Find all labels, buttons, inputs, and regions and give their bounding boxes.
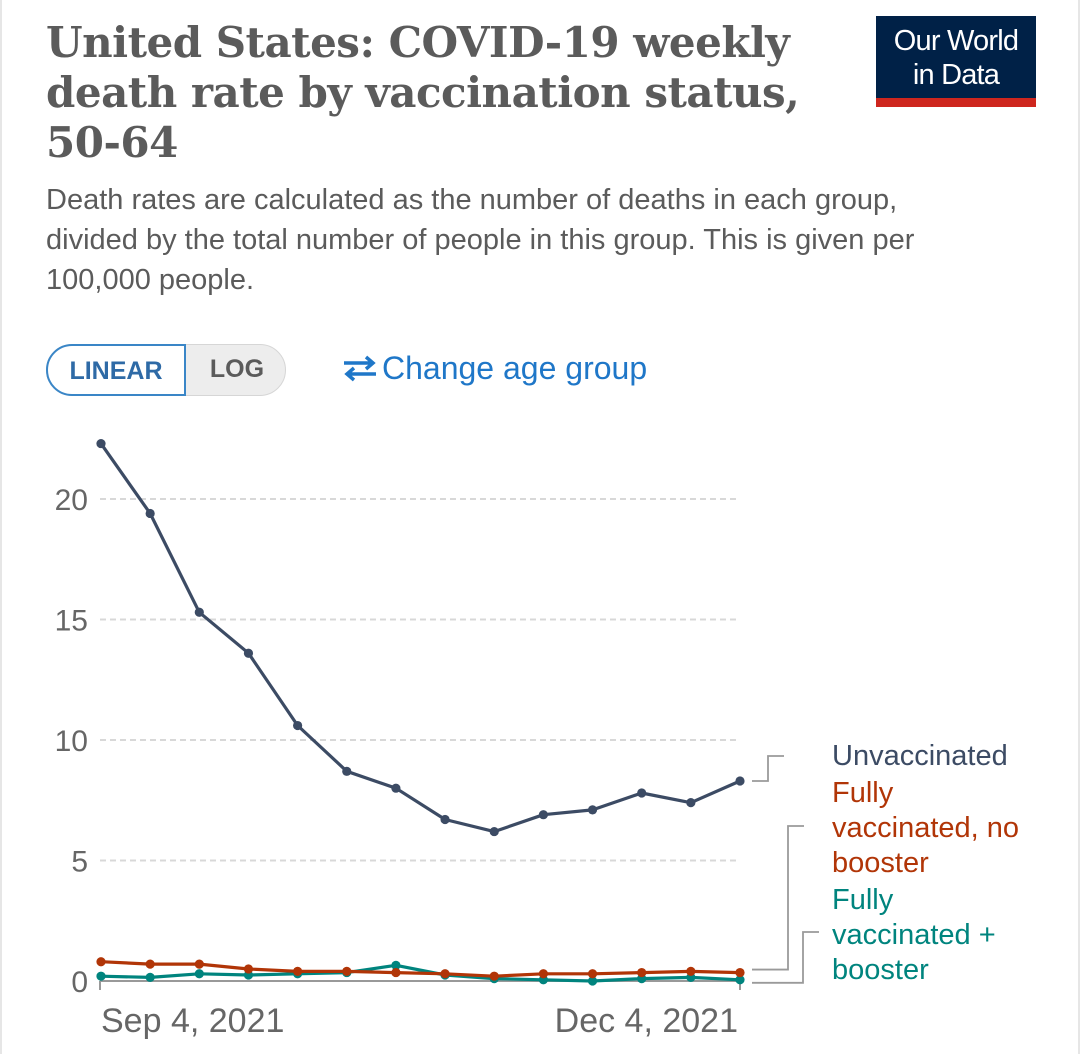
- data-point-no_booster: [686, 966, 696, 976]
- data-point-unvaccinated: [637, 788, 647, 798]
- y-tick-label: 15: [55, 605, 88, 638]
- data-point-unvaccinated: [194, 607, 204, 617]
- data-point-unvaccinated: [686, 798, 696, 808]
- logo-red-bar: [876, 98, 1036, 107]
- change-age-group-label: Change age group: [382, 350, 648, 386]
- legend-connector: [752, 755, 784, 782]
- legend-label-booster: booster: [832, 954, 929, 986]
- data-point-booster: [194, 969, 204, 979]
- data-point-unvaccinated: [538, 810, 548, 820]
- legend-label-booster: vaccinated +: [832, 919, 996, 951]
- y-tick-label: 0: [71, 966, 88, 999]
- data-point-unvaccinated: [440, 814, 450, 825]
- series-line-booster: [99, 963, 742, 983]
- data-point-booster: [391, 960, 401, 970]
- legend-connector: [752, 825, 804, 971]
- axes: 0 5 10 15 20 Sep 4, 2021 Dec 4, 2021: [55, 484, 741, 1040]
- y-tick-label: 5: [71, 846, 88, 879]
- legend-label-no_booster: vaccinated, no: [832, 812, 1019, 844]
- line-chart: 0 5 10 15 20 Sep 4, 2021 Dec 4, 2021 Unvaccina…: [55, 438, 1019, 1040]
- linear-scale-button[interactable]: LINEAR: [46, 344, 186, 396]
- data-point-unvaccinated: [342, 766, 352, 776]
- data-point-no_booster: [538, 969, 548, 979]
- data-point-unvaccinated: [735, 776, 745, 786]
- data-point-booster: [96, 971, 106, 981]
- x-tick-label: Dec 4, 2021: [555, 1002, 738, 1040]
- data-point-booster: [587, 976, 598, 986]
- data-point-no_booster: [145, 959, 155, 969]
- swap-arrows-icon: [344, 355, 376, 382]
- chart-subtitle: Death rates are calculated as the number…: [46, 184, 915, 296]
- logo-line-2: in Data: [912, 59, 1000, 91]
- grid-lines: [100, 498, 740, 862]
- data-point-unvaccinated: [243, 648, 254, 658]
- series-line-unvaccinated: [99, 442, 742, 834]
- legend-label-booster: Fully: [832, 884, 894, 916]
- data-point-no_booster: [342, 966, 352, 976]
- series-line-no_booster: [99, 960, 742, 978]
- data-point-unvaccinated: [391, 783, 401, 793]
- series-lines: [96, 438, 745, 986]
- data-point-unvaccinated: [587, 805, 598, 815]
- data-point-no_booster: [243, 964, 254, 974]
- legend-label-no_booster: booster: [832, 847, 929, 879]
- legend-label-no_booster: Fully: [832, 777, 894, 809]
- data-point-unvaccinated: [96, 438, 106, 449]
- data-point-no_booster: [440, 969, 450, 979]
- log-scale-button[interactable]: LOG: [209, 355, 265, 383]
- chart-title: United States: COVID-19 weekly death rat…: [46, 18, 800, 167]
- scale-toggle: LINEAR LOG: [46, 344, 286, 396]
- y-tick-label: 20: [55, 484, 88, 517]
- data-point-no_booster: [293, 966, 303, 976]
- data-point-no_booster: [391, 967, 401, 978]
- data-point-unvaccinated: [145, 508, 155, 519]
- data-point-no_booster: [489, 971, 499, 981]
- y-tick-label: 10: [55, 725, 88, 758]
- legend-connector: [752, 931, 819, 984]
- data-point-no_booster: [637, 967, 647, 978]
- x-tick-label: Sep 4, 2021: [101, 1002, 284, 1040]
- logo-line-1: Our World: [893, 25, 1019, 57]
- change-age-group-button[interactable]: Change age group: [340, 344, 647, 396]
- data-point-unvaccinated: [489, 826, 499, 837]
- owid-logo[interactable]: Our World in Data: [876, 16, 1036, 107]
- data-point-no_booster: [194, 959, 204, 969]
- data-point-no_booster: [96, 957, 106, 967]
- data-point-unvaccinated: [293, 720, 303, 731]
- data-point-no_booster: [587, 969, 598, 979]
- data-point-booster: [145, 972, 155, 982]
- data-point-booster: [735, 975, 745, 985]
- data-point-no_booster: [735, 967, 745, 978]
- legend-label-unvaccinated: Unvaccinated: [832, 740, 1008, 772]
